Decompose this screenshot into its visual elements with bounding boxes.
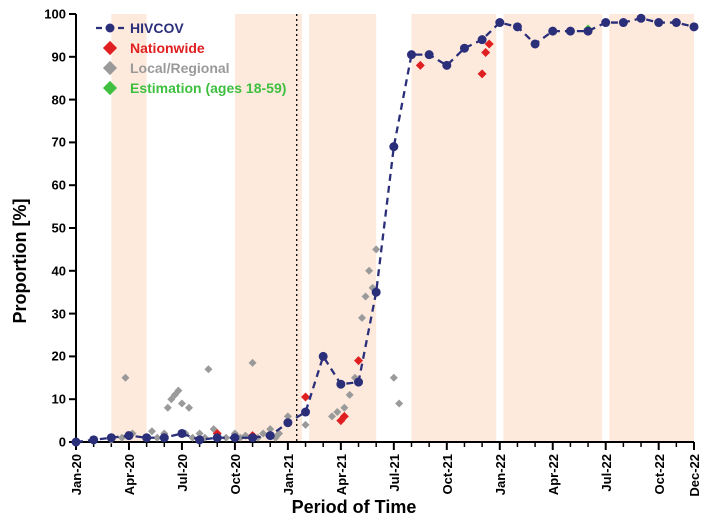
legend-label: Nationwide <box>130 40 205 56</box>
legend-item: Nationwide <box>96 40 286 56</box>
y-tick-label: 80 <box>36 92 66 107</box>
x-tick-label: Apr-22 <box>546 454 561 495</box>
x-tick-label: Dec-22 <box>687 454 702 497</box>
legend-marker <box>96 41 124 55</box>
legend: HIVCOV Nationwide Local/Regional Estimation… <box>96 20 286 100</box>
x-tick-label: Oct-21 <box>440 454 455 494</box>
chart-container: 0 10 20 30 40 50 60 70 80 90 100 Jan-20 Apr-20 Jul-2… <box>0 0 708 522</box>
x-tick-label: Oct-22 <box>652 454 667 494</box>
y-tick-label: 50 <box>36 221 66 236</box>
y-tick-label: 0 <box>36 435 66 450</box>
x-tick-label: Jul-21 <box>387 454 402 492</box>
x-tick-label: Jul-22 <box>599 454 614 492</box>
legend-marker <box>96 21 124 35</box>
x-tick-label: Apr-21 <box>334 454 349 495</box>
legend-item: HIVCOV <box>96 20 286 36</box>
legend-item: Local/Regional <box>96 60 286 76</box>
x-tick-label: Jan-20 <box>69 454 84 495</box>
legend-label: HIVCOV <box>130 20 184 36</box>
x-tick-label: Oct-20 <box>228 454 243 494</box>
legend-label: Local/Regional <box>130 60 230 76</box>
legend-marker <box>96 61 124 75</box>
y-tick-label: 100 <box>36 7 66 22</box>
x-tick-label: Apr-20 <box>122 454 137 495</box>
y-tick-label: 70 <box>36 135 66 150</box>
y-tick-label: 40 <box>36 263 66 278</box>
y-tick-label: 10 <box>36 392 66 407</box>
y-axis-label: Proportion [%] <box>10 199 31 324</box>
y-tick-label: 20 <box>36 349 66 364</box>
legend-item: Estimation (ages 18-59) <box>96 80 286 96</box>
x-tick-label: Jul-20 <box>175 454 190 492</box>
x-axis-label: Period of Time <box>292 497 417 518</box>
y-tick-label: 90 <box>36 49 66 64</box>
legend-label: Estimation (ages 18-59) <box>130 80 286 96</box>
y-tick-label: 30 <box>36 306 66 321</box>
x-tick-label: Jan-22 <box>493 454 508 495</box>
legend-marker <box>96 81 124 95</box>
x-tick-label: Jan-21 <box>281 454 296 495</box>
y-tick-label: 60 <box>36 178 66 193</box>
